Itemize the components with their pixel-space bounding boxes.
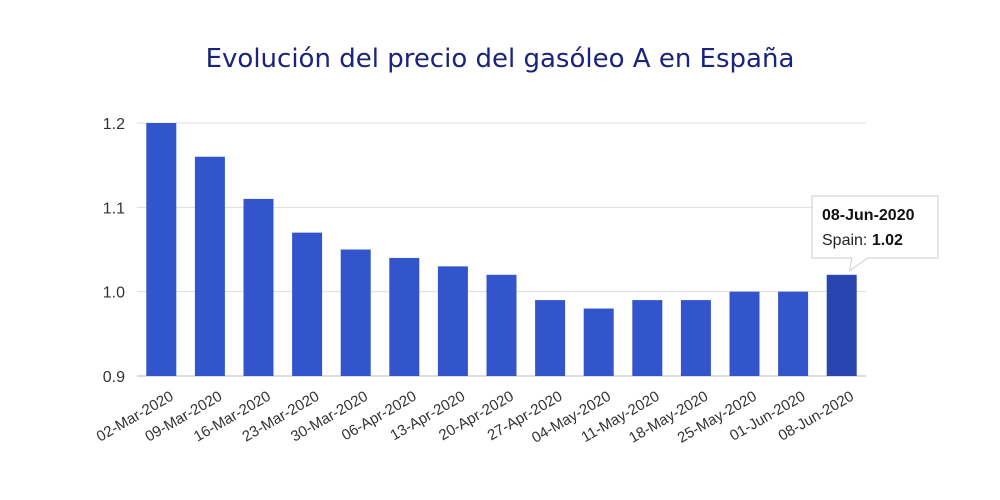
- x-axis: 02-Mar-202009-Mar-202016-Mar-202023-Mar-…: [94, 388, 857, 447]
- bar[interactable]: [778, 291, 809, 376]
- chart-title: Evolución del precio del gasóleo A en Es…: [205, 44, 795, 74]
- bar[interactable]: [340, 249, 371, 377]
- bar[interactable]: [680, 300, 711, 376]
- y-tick-label: 1.2: [103, 116, 125, 133]
- tooltip-series-label: Spain:: [822, 232, 872, 249]
- bar[interactable]: [437, 266, 468, 376]
- bar[interactable]: [826, 274, 857, 376]
- bar[interactable]: [535, 300, 566, 376]
- bar[interactable]: [583, 308, 614, 376]
- tooltip-value-line: Spain: 1.02: [822, 232, 903, 249]
- tooltip-date: 08-Jun-2020: [822, 207, 915, 224]
- y-axis: 0.9 1.0 1.1 1.2: [103, 116, 125, 386]
- tooltip-box: [811, 195, 939, 272]
- y-tick-label: 1.1: [103, 200, 125, 217]
- bar[interactable]: [486, 274, 517, 376]
- tooltip-value: 1.02: [872, 232, 903, 249]
- bar[interactable]: [632, 300, 663, 376]
- bar-series: [146, 123, 857, 377]
- bar[interactable]: [194, 156, 225, 376]
- y-tick-label: 1.0: [103, 285, 125, 302]
- bar[interactable]: [389, 257, 420, 376]
- bar[interactable]: [243, 198, 274, 376]
- tooltip: 08-Jun-2020 Spain: 1.02: [811, 195, 939, 272]
- bar[interactable]: [292, 232, 323, 376]
- bar[interactable]: [146, 123, 177, 376]
- y-tick-label: 0.9: [103, 369, 125, 386]
- bar[interactable]: [729, 291, 760, 376]
